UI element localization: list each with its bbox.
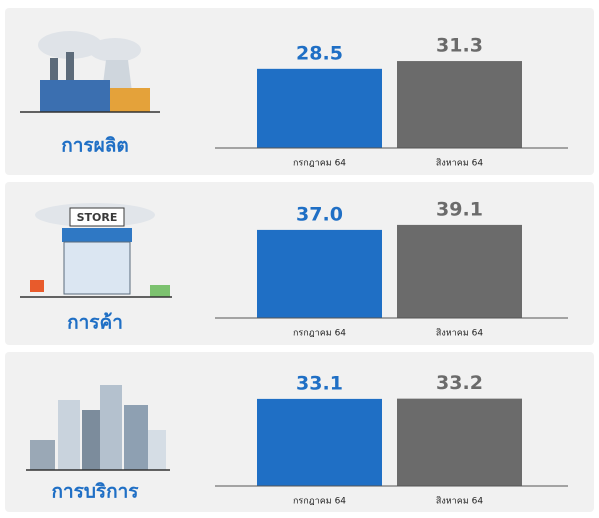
- category-label: สิงหาคม 64: [436, 328, 483, 339]
- value-label: 28.5: [296, 42, 343, 64]
- store-icon: STORE: [20, 203, 172, 298]
- bar: [397, 224, 522, 318]
- bar: [397, 398, 522, 486]
- bar: [257, 68, 382, 148]
- svg-text:STORE: STORE: [77, 211, 118, 224]
- bar: [257, 229, 382, 318]
- category-label: สิงหาคม 64: [436, 496, 483, 507]
- panel-title: การผลิต: [61, 135, 129, 157]
- value-label: 31.3: [436, 35, 483, 57]
- value-label: 39.1: [436, 198, 483, 220]
- category-label: สิงหาคม 64: [436, 158, 483, 169]
- panel-title: การค้า: [67, 312, 123, 334]
- category-label: กรกฎาคม 64: [293, 497, 346, 507]
- value-label: 37.0: [296, 203, 343, 225]
- bar: [257, 398, 382, 486]
- value-label: 33.1: [296, 372, 343, 394]
- category-label: กรกฎาคม 64: [293, 329, 346, 339]
- city-icon: [26, 385, 170, 471]
- panel-title: การบริการ: [51, 481, 139, 503]
- bar: [397, 61, 522, 148]
- value-label: 33.2: [436, 372, 483, 394]
- factory-icon: [20, 31, 160, 113]
- category-label: กรกฎาคม 64: [293, 159, 346, 169]
